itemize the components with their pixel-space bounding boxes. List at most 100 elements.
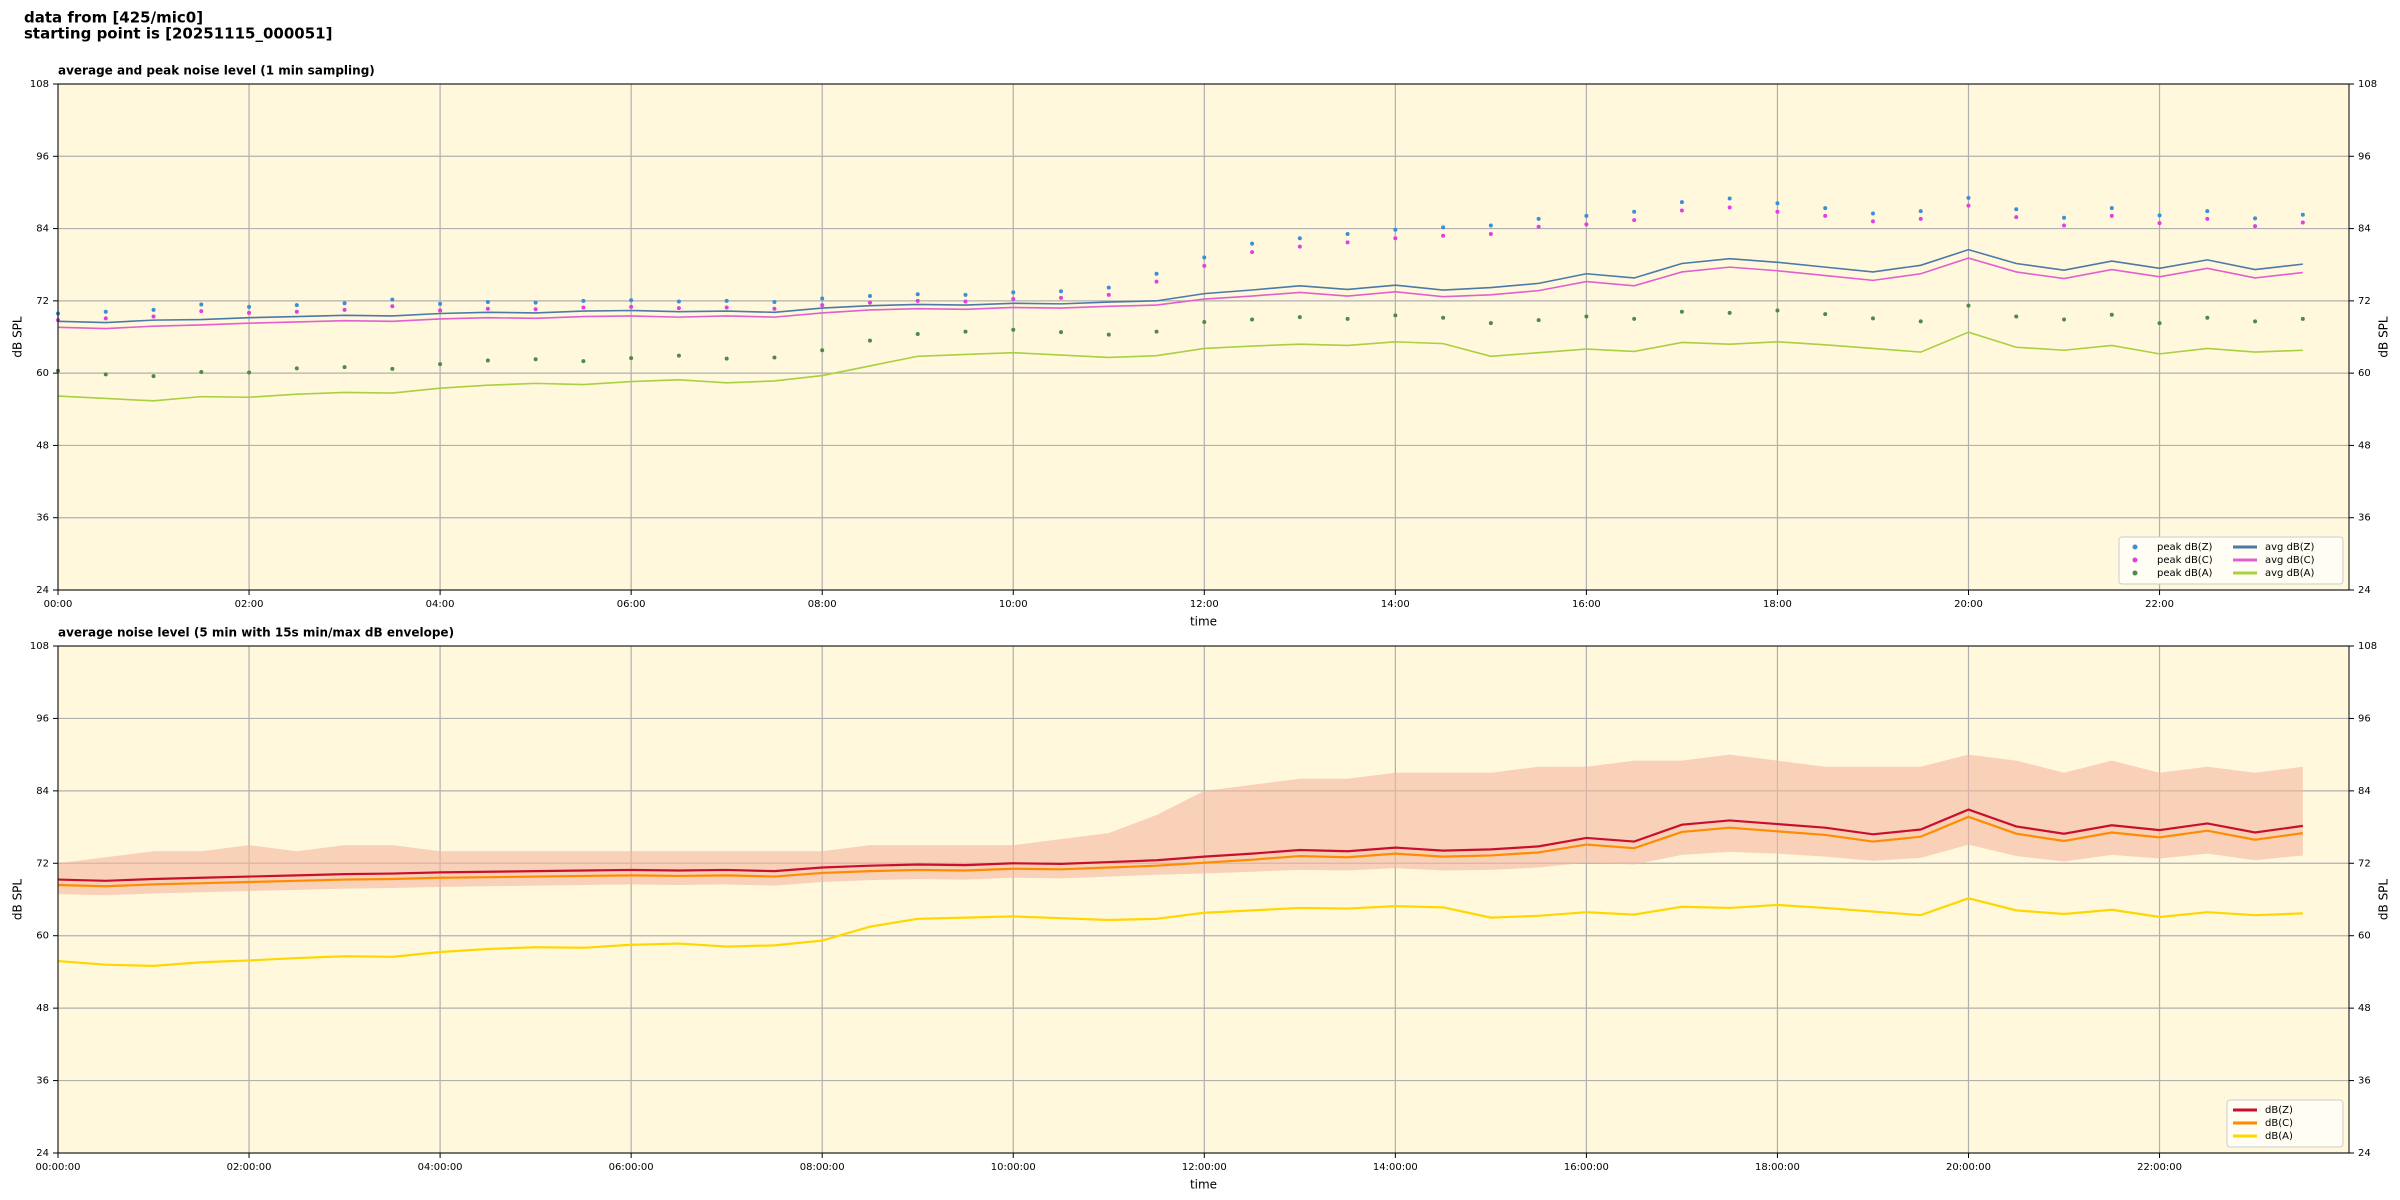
y-tick-label: 108 — [2358, 79, 2377, 90]
peak-point — [1632, 218, 1637, 223]
peak-point — [772, 355, 777, 360]
y-axis-label: dB SPL — [11, 879, 25, 921]
peak-point — [1345, 240, 1350, 245]
header-line: starting point is [20251115_000051] — [24, 25, 332, 43]
peak-point — [1441, 315, 1446, 320]
y-tick-label: 24 — [36, 585, 49, 596]
peak-point — [2157, 321, 2162, 326]
peak-point — [1823, 213, 1828, 218]
legend-marker — [2132, 570, 2138, 576]
y-tick-label: 72 — [2358, 296, 2371, 307]
peak-point — [1154, 329, 1159, 334]
plot-frame — [57, 645, 2350, 1154]
x-tick-label: 04:00:00 — [418, 1162, 463, 1173]
peak-point — [247, 304, 252, 309]
y-tick-label: 24 — [2358, 1148, 2371, 1159]
y-tick-label: 84 — [2358, 224, 2371, 235]
peak-point — [2300, 212, 2305, 217]
peak-point — [1154, 271, 1159, 276]
peak-point — [1536, 318, 1541, 323]
y-axis-label: dB SPL — [2377, 879, 2391, 921]
peak-point — [1202, 263, 1207, 268]
y-tick-label: 108 — [2358, 641, 2377, 652]
peak-point — [103, 372, 108, 377]
peak-point — [1059, 330, 1064, 335]
peak-point — [915, 298, 920, 303]
y-tick-label: 72 — [36, 296, 49, 307]
peak-point — [963, 299, 968, 304]
x-tick-label: 00:00 — [44, 599, 73, 610]
series-line — [57, 248, 2303, 324]
peak-point — [1918, 216, 1923, 221]
peak-point — [820, 348, 825, 353]
x-tick-label: 14:00 — [1381, 599, 1410, 610]
y-tick-label: 48 — [2358, 1003, 2371, 1014]
peak-point — [2253, 319, 2258, 324]
peak-point — [724, 305, 729, 310]
peak-point — [2109, 206, 2114, 211]
peak-point — [1823, 312, 1828, 317]
y-tick-label: 48 — [36, 1003, 49, 1014]
peak-point — [1727, 196, 1732, 201]
peak-point — [1870, 219, 1875, 224]
peak-point — [1632, 209, 1637, 214]
peak-point — [2300, 220, 2305, 225]
peak-point — [963, 329, 968, 334]
peak-point — [1918, 319, 1923, 324]
peak-point — [1011, 297, 1016, 302]
peak-point — [2253, 224, 2258, 229]
chart-title: average and peak noise level (1 min samp… — [58, 64, 375, 78]
peak-point — [1488, 231, 1493, 236]
peak-point — [1775, 308, 1780, 313]
plot-area — [58, 646, 2349, 1153]
peak-point — [390, 304, 395, 309]
legend-label: avg dB(C) — [2265, 555, 2315, 566]
peak-point — [1393, 236, 1398, 241]
peak-point — [2205, 216, 2210, 221]
x-tick-label: 14:00:00 — [1373, 1162, 1418, 1173]
peak-point — [867, 294, 872, 299]
x-tick-label: 20:00 — [1954, 599, 1983, 610]
peak-point — [1393, 313, 1398, 318]
peak-point — [1106, 292, 1111, 297]
peak-point — [294, 366, 299, 371]
chart-title: average noise level (5 min with 15s min/… — [58, 626, 454, 640]
peak-point — [1297, 315, 1302, 320]
x-tick-label: 00:00:00 — [36, 1162, 81, 1173]
peak-point — [247, 370, 252, 375]
peak-point — [1632, 316, 1637, 321]
peak-point — [2157, 213, 2162, 218]
peak-point — [342, 365, 347, 370]
peak-point — [1297, 244, 1302, 249]
legend-label: peak dB(A) — [2157, 568, 2213, 579]
peak-point — [1011, 327, 1016, 332]
peak-point — [533, 357, 538, 362]
peak-point — [772, 300, 777, 305]
peak-point — [199, 302, 204, 307]
peak-point — [915, 331, 920, 336]
y-tick-label: 24 — [2358, 585, 2371, 596]
peak-point — [485, 300, 490, 305]
header-line: data from [425/mic0] — [24, 9, 203, 27]
peak-point — [342, 301, 347, 306]
peak-point — [1584, 314, 1589, 319]
peak-point — [1727, 205, 1732, 210]
peak-point — [1154, 279, 1159, 284]
peak-point — [1536, 224, 1541, 229]
legend-label: peak dB(Z) — [2157, 542, 2213, 553]
legend-label: avg dB(Z) — [2265, 542, 2315, 553]
peak-point — [533, 300, 538, 305]
peak-point — [915, 292, 920, 297]
peak-point — [151, 374, 156, 379]
peak-point — [2109, 312, 2114, 317]
peak-point — [294, 309, 299, 314]
y-tick-label: 96 — [2358, 713, 2371, 724]
peak-point — [1488, 223, 1493, 228]
peak-point — [1679, 309, 1684, 314]
legend-label: dB(A) — [2265, 1131, 2293, 1142]
peak-point — [629, 304, 634, 309]
y-tick-label: 108 — [30, 641, 49, 652]
peak-point — [1202, 255, 1207, 260]
